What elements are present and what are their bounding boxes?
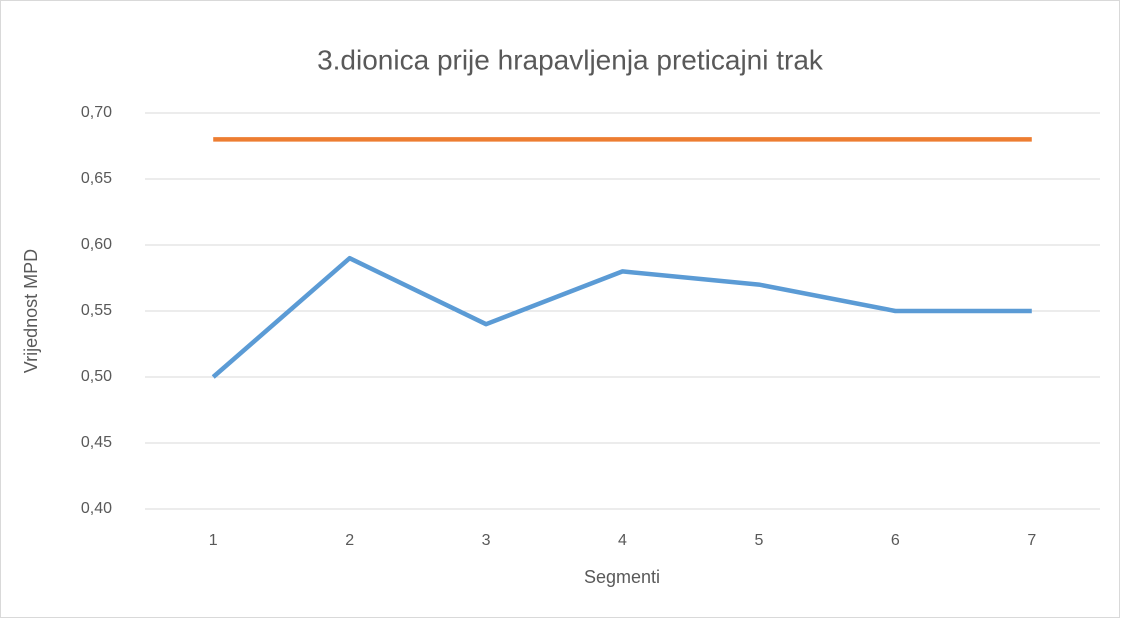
- x-tick-label: 6: [891, 532, 900, 549]
- x-tick-label: 5: [754, 532, 763, 549]
- y-tick-label: 0,65: [81, 170, 112, 187]
- y-tick-label: 0,50: [81, 368, 112, 385]
- y-tick-label: 0,60: [81, 236, 112, 253]
- x-tick-label: 3: [482, 532, 491, 549]
- y-tick-label: 0,45: [81, 434, 112, 451]
- y-tick-label: 0,55: [81, 302, 112, 319]
- x-tick-label: 1: [209, 532, 218, 549]
- x-axis-label: Segmenti: [584, 567, 660, 587]
- y-tick-label: 0,70: [81, 104, 112, 121]
- chart-title: 3.dionica prije hrapavljenja preticajni …: [317, 44, 824, 75]
- x-tick-label: 2: [345, 532, 354, 549]
- series-line: [211, 255, 1032, 379]
- x-tick-label: 4: [618, 532, 627, 549]
- y-axis-label: Vrijednost MPD: [21, 249, 41, 373]
- x-tick-label: 7: [1027, 532, 1036, 549]
- y-tick-label: 0,40: [81, 500, 112, 517]
